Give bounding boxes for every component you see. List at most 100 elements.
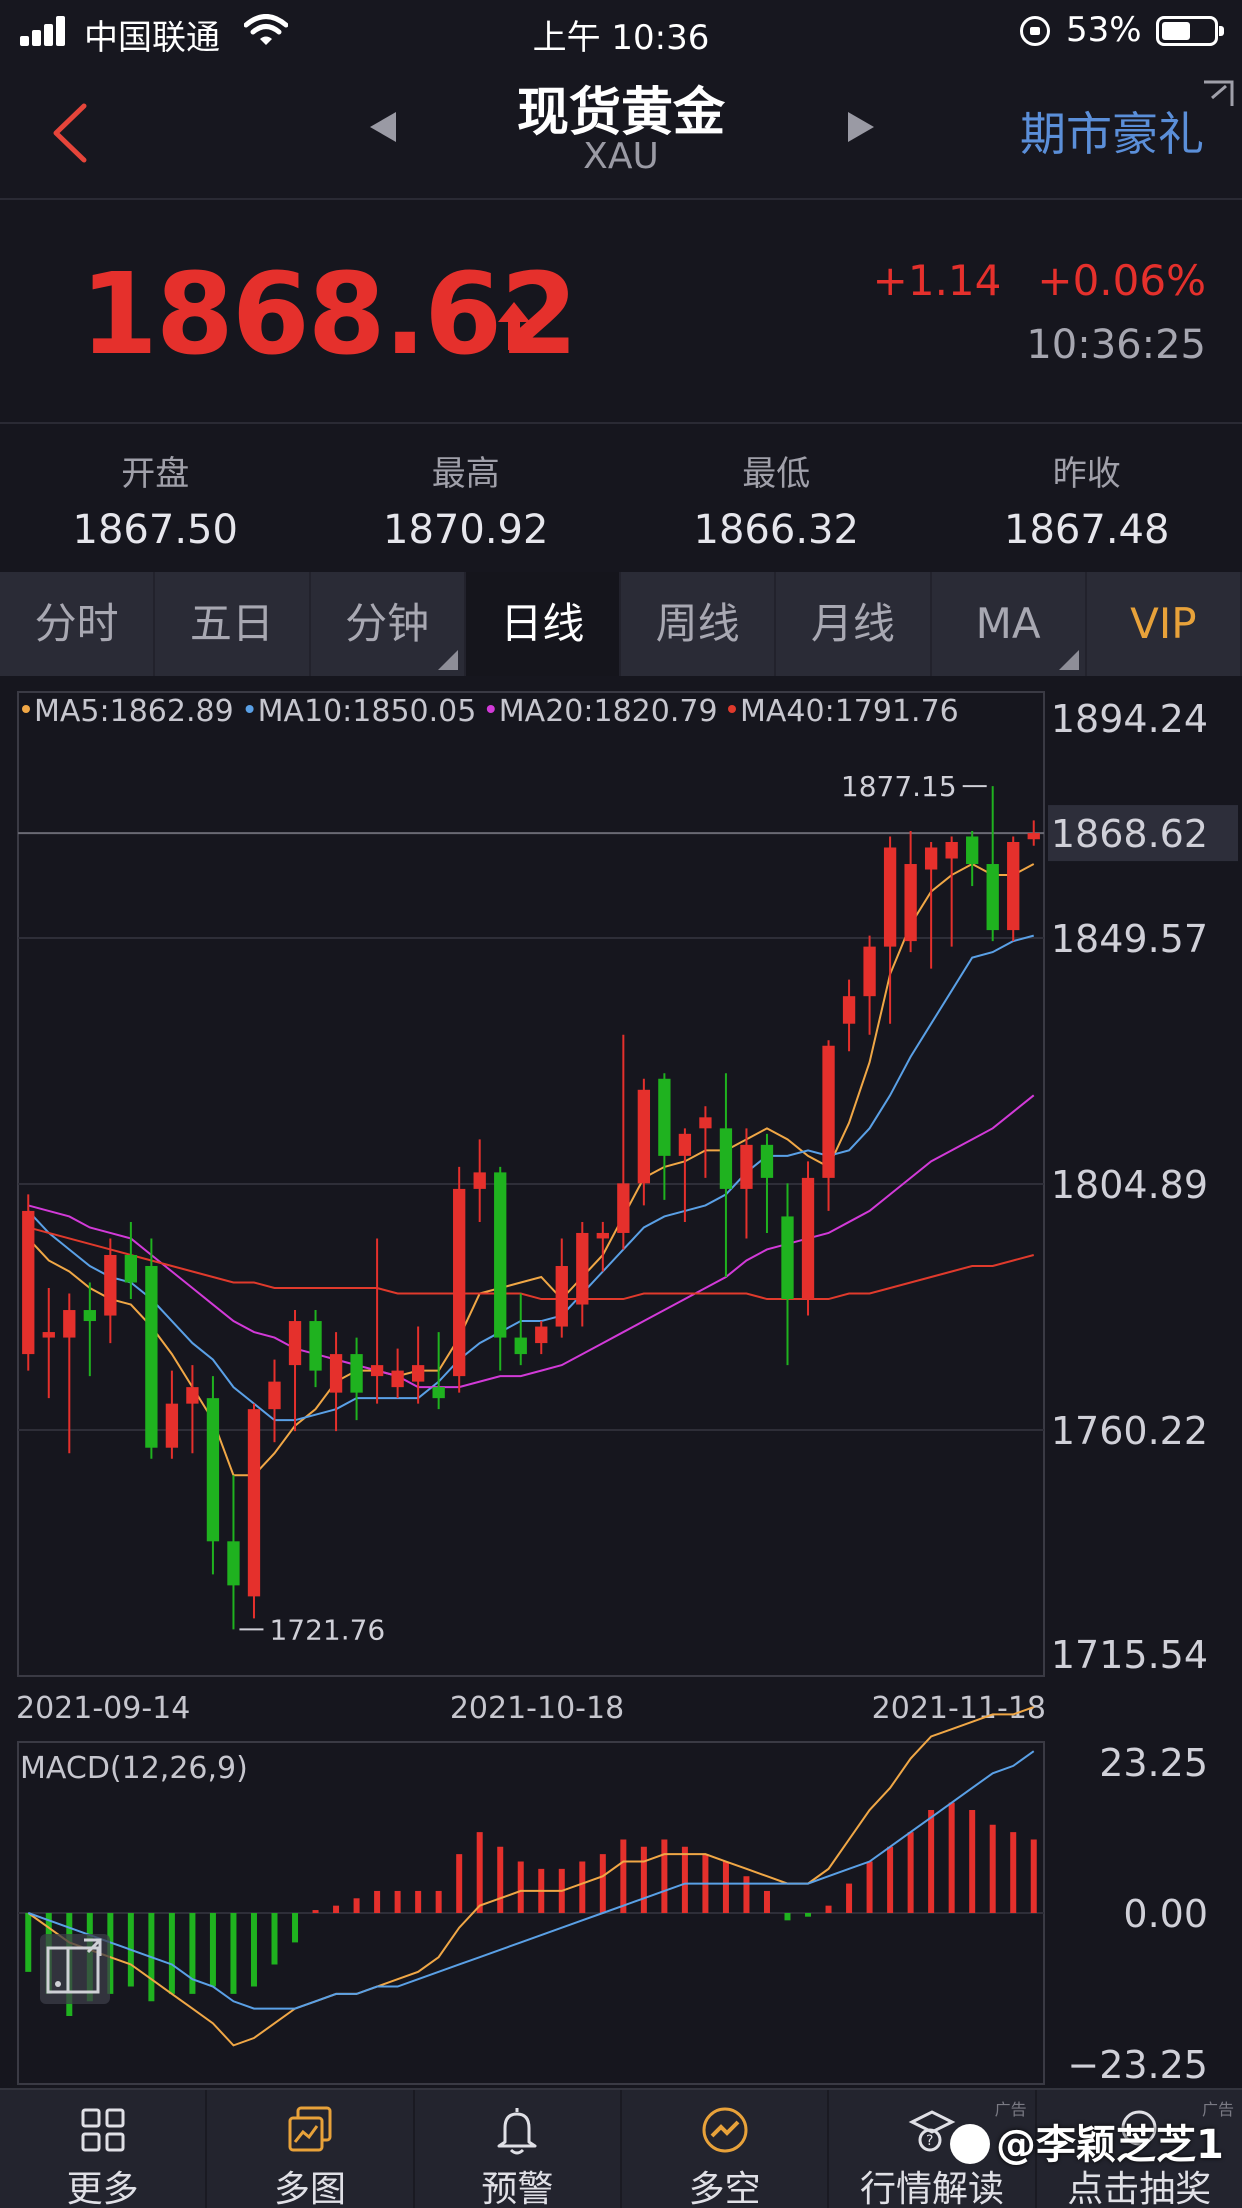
stat-high: 最高 1870.92 — [311, 424, 622, 572]
tab-label: 五日 — [189, 599, 274, 648]
macd-label: MACD(12,26,9) — [20, 1751, 248, 1786]
candle-body — [699, 1117, 712, 1129]
stat-label: 最低 — [742, 454, 811, 494]
toolbar-long-short-button[interactable]: 多空 — [622, 2090, 830, 2208]
battery-percent: 53% — [1066, 10, 1142, 50]
battery-icon — [1156, 16, 1224, 46]
signal-icon — [20, 16, 70, 46]
tab-label: MA — [975, 599, 1041, 648]
price-axis-label: 1894.24 — [1051, 697, 1208, 741]
tab-label: 月线 — [810, 599, 895, 648]
candle-body — [945, 841, 958, 859]
candle-body — [781, 1216, 794, 1300]
quote-panel: 1868.62 +1.14 +0.06% 10:36:25 — [0, 200, 1242, 424]
tab-vip[interactable]: VIP — [1087, 572, 1242, 676]
change-percent: +0.06% — [1037, 256, 1206, 305]
price-axis-label: 1868.62 — [1051, 812, 1208, 856]
fullscreen-toggle[interactable] — [40, 1934, 110, 2004]
candle-body — [22, 1210, 35, 1355]
clock: 上午 10:36 — [532, 18, 710, 58]
tab-monthly[interactable]: 月线 — [776, 572, 932, 676]
tab-daily[interactable]: 日线 — [465, 572, 621, 676]
price-axis-label: 1804.89 — [1051, 1163, 1208, 1207]
stat-prev-close: 昨收 1867.48 — [932, 424, 1242, 572]
toolbar-alert-button[interactable]: 预警 — [415, 2090, 622, 2208]
stat-label: 昨收 — [1052, 454, 1121, 494]
back-arrow-icon[interactable] — [44, 98, 104, 168]
candle-body — [124, 1254, 138, 1283]
toolbar-multi-chart-button[interactable]: 多图 — [207, 2090, 415, 2208]
ma-legend-label: MA5:1862.89 — [34, 694, 234, 729]
weibo-logo-icon — [950, 2124, 990, 2164]
stat-open: 开盘 1867.50 — [0, 424, 311, 572]
status-bar: 中国联通 上午 10:36 53% — [0, 0, 1242, 62]
ma-legend-dot — [22, 705, 30, 713]
date-axis-label: 2021-11-18 — [872, 1691, 1046, 1726]
candle-body — [863, 946, 876, 997]
toolbar-label: 行情解读 — [859, 2169, 1004, 2208]
fullscreen-icon — [46, 1938, 102, 1994]
toolbar-more-button[interactable]: 更多 — [0, 2090, 208, 2208]
price-axis-label: 1715.54 — [1051, 1633, 1208, 1677]
carrier-name: 中国联通 — [84, 18, 220, 58]
candle-body — [535, 1326, 548, 1344]
tab-label: 分时 — [34, 599, 119, 648]
candle-body — [288, 1321, 302, 1366]
candle-body — [617, 1183, 630, 1233]
candle-body — [801, 1177, 815, 1300]
candle-body — [719, 1128, 733, 1189]
next-instrument-icon[interactable] — [846, 110, 876, 144]
tab-label: 周线 — [655, 599, 740, 648]
candle-body — [83, 1310, 96, 1322]
candle-body — [227, 1541, 240, 1586]
toolbar-analysis-button[interactable]: 广告 ? 行情解读 — [829, 2090, 1037, 2208]
bell-icon — [497, 2108, 537, 2155]
tab-label: 日线 — [500, 599, 585, 648]
candle-body — [309, 1321, 322, 1371]
toolbar-label: 点击抽奖 — [1067, 2169, 1212, 2208]
macd-dif-line — [27, 1706, 1035, 2047]
tab-weekly[interactable]: 周线 — [621, 572, 777, 676]
candle-body — [1007, 841, 1020, 931]
dismiss-corner-icon[interactable] — [1200, 78, 1236, 108]
date-axis-label: 2021-09-14 — [16, 1691, 190, 1726]
ma-legend-label: MA10:1850.05 — [258, 694, 477, 729]
wifi-icon — [244, 14, 288, 45]
tab-intraday[interactable]: 分时 — [0, 572, 156, 676]
candle-body — [966, 836, 979, 865]
tab-five-day[interactable]: 五日 — [155, 572, 311, 676]
watermark: @李颖芝芝1 — [950, 2112, 1224, 2170]
macd-axis-label: 0.00 — [1123, 1892, 1208, 1936]
stat-low: 最低 1866.32 — [621, 424, 932, 572]
candle-body — [42, 1332, 55, 1338]
change-value: +1.14 — [872, 256, 1002, 305]
candle-body — [453, 1188, 466, 1377]
previous-instrument-icon[interactable] — [368, 110, 398, 144]
tab-label: VIP — [1130, 599, 1197, 648]
toolbar-label: 更多 — [66, 2169, 139, 2208]
low-price-label: 1721.76 — [269, 1613, 385, 1646]
ma40-line — [28, 1226, 1034, 1301]
candle-body — [63, 1310, 76, 1338]
toolbar-lottery-button[interactable]: 广告 点击抽奖 — [1037, 2090, 1242, 2208]
macd-axis-label: 23.25 — [1099, 1741, 1208, 1785]
chart-canvas[interactable]: 1894.24 1868.62 1849.57 1804.89 1760.22 1715.… — [0, 676, 1242, 2088]
instrument-code: XAU — [583, 136, 659, 177]
candle-body — [370, 1365, 384, 1377]
price-stats: 开盘 1867.50 最高 1870.92 最低 1866.32 昨收 1867… — [0, 424, 1242, 572]
svg-text:?: ? — [926, 2133, 933, 2149]
promo-link[interactable]: 期市豪礼 — [1020, 107, 1204, 161]
candle-body — [555, 1265, 568, 1327]
candle-body — [924, 847, 938, 870]
tab-ma[interactable]: MA — [932, 572, 1087, 676]
ad-tag: 广告 — [1201, 2100, 1234, 2119]
nav-bar: 现货黄金 XAU 期市豪礼 — [0, 62, 1242, 200]
tab-minute[interactable]: 分钟 — [311, 572, 466, 676]
kline-chart[interactable]: 1894.24 1868.62 1849.57 1804.89 1760.22 1715.… — [0, 676, 1242, 2088]
price-axis-label: 1849.57 — [1051, 917, 1208, 961]
grid-icon — [81, 2108, 125, 2152]
ma-legend-dot — [486, 705, 495, 713]
stat-label: 开盘 — [121, 454, 190, 494]
ad-tag: 广告 — [994, 2100, 1027, 2119]
candle-body — [883, 847, 897, 947]
